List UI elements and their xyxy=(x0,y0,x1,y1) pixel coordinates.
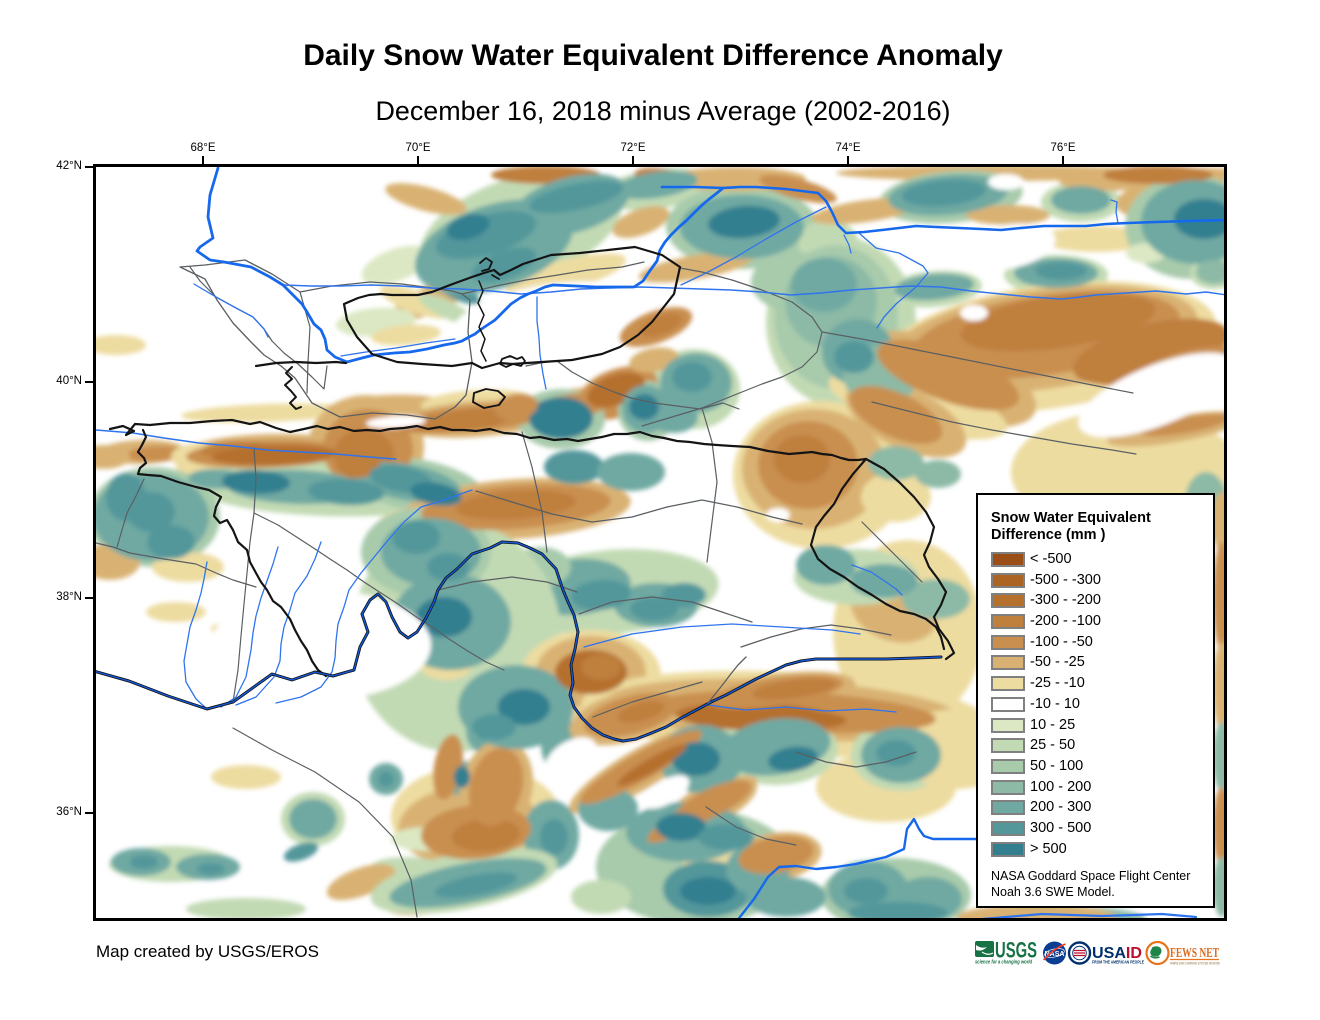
svg-text:FAMINE EARLY WARNING SYSTEMS N: FAMINE EARLY WARNING SYSTEMS NETWORK xyxy=(1170,962,1220,966)
svg-text:FROM THE AMERICAN PEOPLE: FROM THE AMERICAN PEOPLE xyxy=(1092,960,1144,965)
svg-text:USAID: USAID xyxy=(1092,945,1142,962)
svg-text:science for a changing world: science for a changing world xyxy=(975,960,1033,966)
svg-text:USGS: USGS xyxy=(995,938,1037,963)
svg-text:FEWS NET: FEWS NET xyxy=(1170,946,1219,961)
svg-text:NASA: NASA xyxy=(1045,951,1065,958)
